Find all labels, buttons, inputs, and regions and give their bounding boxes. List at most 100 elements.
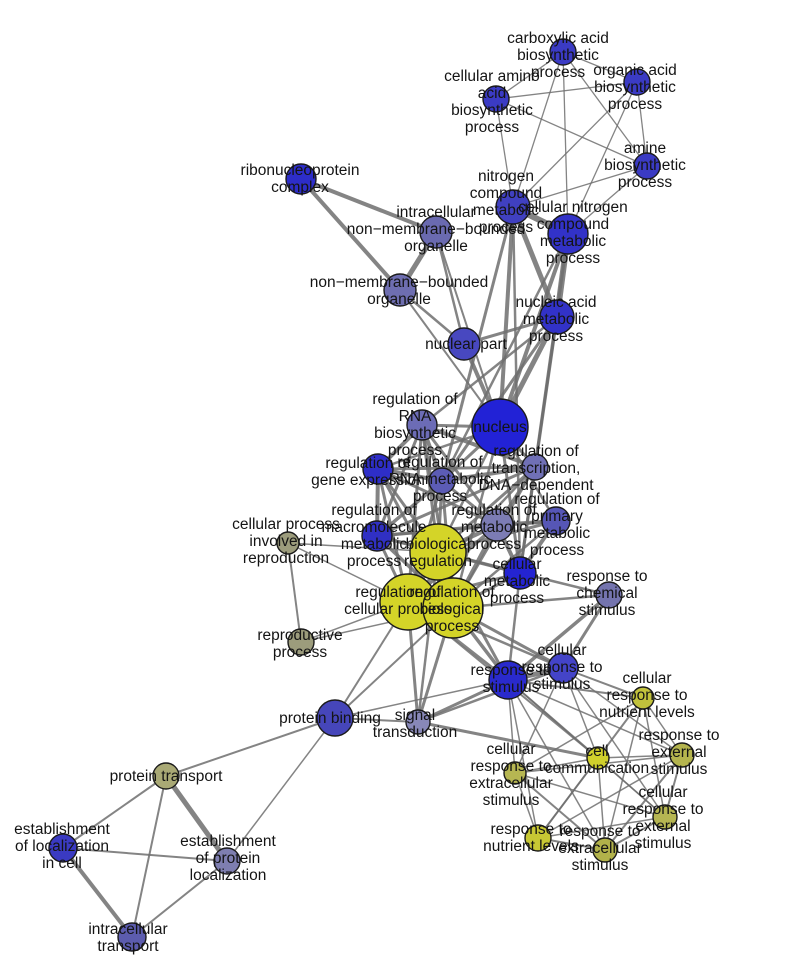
edge-ncm-nuc [498, 206, 515, 428]
node-label-pbd: protein binding [279, 710, 381, 727]
edge-cxe-cco [597, 757, 666, 818]
node-rpr[interactable] [287, 628, 315, 656]
edge-cre-cco [514, 757, 599, 774]
edge-sgt-cco [417, 720, 599, 760]
node-rpm[interactable] [541, 506, 571, 536]
node-label-npt: nuclear part [425, 336, 508, 353]
node-cmp[interactable] [503, 556, 537, 590]
edge-ptr-elc [62, 775, 167, 849]
edge-cnc-nuc [498, 233, 570, 428]
node-rnl[interactable] [524, 824, 552, 852]
node-label-rpr: reproductive process [257, 627, 342, 661]
node-cco[interactable] [586, 746, 610, 770]
node-label-nam: nucleic acid metabolic process [516, 294, 597, 345]
node-label-cpr: cellular process involved in reproduction [232, 516, 340, 567]
node-rmm[interactable] [361, 520, 393, 552]
node-nam[interactable] [539, 299, 575, 335]
node-rmp[interactable] [480, 508, 514, 542]
edge-rts-rex [507, 679, 683, 756]
node-crn[interactable] [631, 686, 655, 710]
edge-ptr-epl [163, 774, 230, 863]
edge-rts-rnl [507, 679, 539, 839]
node-rnp[interactable] [285, 163, 317, 195]
node-label-nuc: nucleus [473, 419, 527, 436]
node-cxe[interactable] [652, 804, 678, 830]
edge-rtd-rmm [376, 465, 536, 538]
edge-crs-cxe [562, 667, 666, 818]
node-rrm[interactable] [428, 467, 456, 495]
edge-oab-amb [636, 81, 648, 167]
node-amb[interactable] [633, 152, 661, 180]
node-elc[interactable] [48, 833, 78, 863]
node-rex[interactable] [669, 742, 695, 768]
node-nuc[interactable] [471, 398, 529, 456]
node-rge[interactable] [362, 453, 394, 485]
edge-amb-ncm [512, 165, 648, 208]
labels-layer: carboxylic acid biosynthetic processcellul… [14, 30, 719, 955]
node-inm[interactable] [419, 215, 453, 249]
edge-crs-cco [562, 667, 599, 759]
edge-crs-cre [514, 667, 564, 774]
node-cnc[interactable] [547, 213, 589, 255]
node-rrb[interactable] [406, 409, 438, 441]
edge-rts-crn [507, 679, 644, 699]
node-ptr[interactable] [152, 762, 180, 790]
edge-inm-npt [434, 231, 466, 345]
edge-rcs-rts [506, 593, 611, 682]
node-nmb[interactable] [383, 273, 417, 307]
edge-cpr-rpr [287, 542, 302, 643]
node-label-rtd: regulation of transcription, DNA−dependent [478, 443, 594, 494]
node-label-rcs: response to chemical stimulus [567, 568, 648, 619]
edge-rxs-cco [597, 757, 606, 851]
node-label-ncm: nitrogen compound metabolic process [470, 168, 542, 236]
node-rcs[interactable] [595, 581, 623, 609]
edge-cre-cxe [514, 772, 666, 818]
node-label-caa: cellular amino acid biosynthetic process [444, 68, 540, 136]
node-rbp[interactable] [422, 577, 484, 639]
node-label-rpm: regulation of primary metabolic process [514, 491, 600, 559]
node-label-rxs: response to extracellular stimulus [558, 823, 642, 874]
edge-cab-amb [562, 51, 648, 167]
edge-oab-cnc [567, 81, 638, 235]
edge-cab-ncm [512, 51, 564, 208]
edge-pbd-ptr [165, 717, 336, 777]
edge-pbd-epl [226, 717, 336, 862]
node-cpr[interactable] [276, 531, 300, 555]
node-pbd[interactable] [316, 699, 354, 737]
node-ncm[interactable] [495, 189, 531, 225]
node-label-rrb: regulation of RNA biosynthetic process [372, 391, 458, 459]
node-label-cxe: cellular response to external stimulus [623, 784, 704, 852]
edge-rnp-nmb [299, 177, 402, 292]
edge-crn-cre [514, 697, 644, 774]
node-label-sgt: signal transduction [373, 707, 457, 741]
node-label-cnc: cellular nitrogen compound metabolic proces… [518, 199, 627, 267]
node-rxs[interactable] [592, 837, 618, 863]
edge-crs-rex [562, 667, 683, 756]
edge-rex-cco [597, 754, 683, 759]
node-label-ptr: protein transport [110, 768, 224, 785]
node-label-rcp: regulation of cellular process [344, 584, 452, 618]
node-rtd[interactable] [521, 453, 549, 481]
node-label-rrm: regulation of RNA metabolic process [389, 454, 492, 505]
node-cab[interactable] [549, 38, 577, 66]
node-crs[interactable] [547, 652, 579, 684]
edge-cab-cnc [562, 51, 569, 235]
node-sgt[interactable] [405, 709, 431, 735]
nodes-layer [48, 38, 695, 952]
node-label-rmp: regulation of metabolic process [451, 502, 537, 553]
node-caa[interactable] [482, 85, 510, 113]
node-npt[interactable] [447, 327, 481, 361]
node-bre[interactable] [409, 523, 467, 581]
edge-elc-epl [62, 847, 228, 862]
edge-crs-sgt [417, 666, 564, 724]
node-label-crn: cellular response to nutrient levels [599, 670, 695, 721]
node-oab[interactable] [623, 68, 651, 96]
edge-rrb-rmp [420, 424, 499, 526]
node-epl[interactable] [213, 847, 241, 875]
node-label-rts: response to stimulus [471, 662, 552, 696]
node-itr[interactable] [117, 922, 147, 952]
node-cre[interactable] [503, 761, 527, 785]
node-rts[interactable] [488, 660, 528, 700]
